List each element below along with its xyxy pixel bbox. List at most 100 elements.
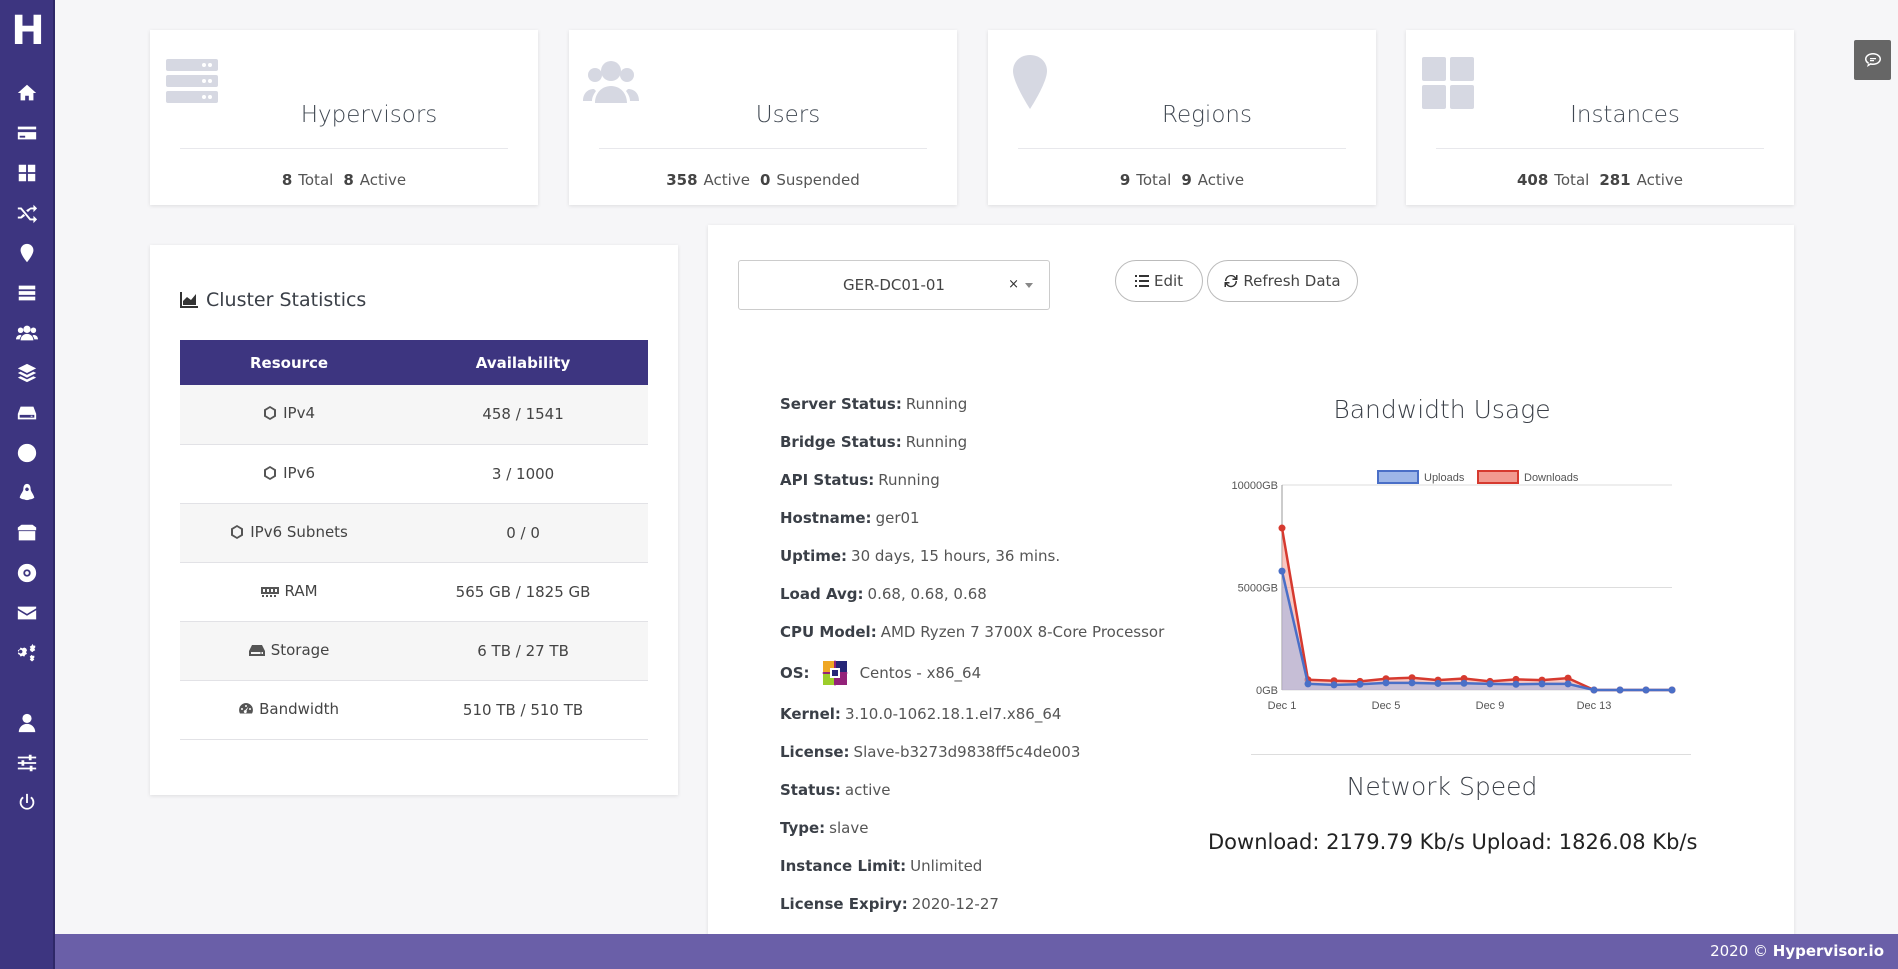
home-icon (17, 84, 36, 101)
shuffle-icon (17, 204, 37, 224)
refresh-label: Refresh Data (1243, 272, 1341, 290)
edit-label: Edit (1153, 272, 1184, 290)
chevron-down-icon[interactable] (1025, 283, 1033, 288)
data-point (1538, 680, 1546, 688)
data-point (1564, 680, 1572, 688)
nav-logout[interactable] (0, 786, 53, 820)
nav-users[interactable] (0, 316, 53, 350)
refresh-icon (1224, 274, 1238, 288)
nav-globe[interactable] (0, 436, 53, 470)
chat-icon (1864, 53, 1881, 67)
info-row: CPU Model: AMD Ryzen 7 3700X 8-Core Proce… (780, 623, 1165, 641)
server-info-list: Server Status: Running Bridge Status: Runn… (780, 385, 1180, 923)
resource-name: IPv6 Subnets (250, 522, 348, 541)
cluster-table: Resource Availability IPv4 458 / 1541 IP… (180, 340, 648, 740)
card-stats: 358 Active 0 Suspended (666, 171, 860, 189)
card-stats: 408 Total 281 Active (1516, 171, 1684, 189)
cluster-title: Cluster Statistics (206, 289, 367, 311)
nav-storage[interactable] (0, 396, 53, 430)
dashboard-icon (18, 164, 35, 182)
users-icon (15, 325, 38, 341)
legend-label: Uploads (1424, 472, 1465, 484)
info-row: OS: Centos - x86_64 (780, 651, 1180, 695)
globe-icon (17, 443, 36, 463)
divider (1018, 148, 1346, 149)
resource-name: Storage (270, 640, 330, 659)
power-icon (19, 793, 34, 810)
info-row: Hostname: ger01 (780, 509, 920, 527)
nav-disc[interactable] (0, 556, 53, 590)
series-area (1282, 528, 1672, 690)
nav-location[interactable] (0, 236, 53, 270)
data-point (1486, 680, 1494, 688)
resource-value: 458 / 1541 (398, 385, 648, 445)
info-row: Bridge Status: Running (780, 433, 968, 451)
user-icon (18, 713, 35, 733)
hypervisors-card[interactable]: Hypervisors 8 Total 8 Active (150, 30, 538, 205)
sidebar: H (0, 0, 55, 969)
info-row: License: Slave-b3273d9838ff5c4de003 (780, 743, 1081, 761)
users-icon (583, 55, 639, 111)
legend-label: Downloads (1524, 472, 1579, 484)
card-title: Regions (1162, 102, 1252, 128)
chat-button[interactable] (1854, 40, 1891, 80)
data-point (1590, 686, 1598, 694)
area-chart-icon (180, 292, 198, 308)
instances-card[interactable]: Instances 408 Total 281 Active (1406, 30, 1794, 205)
series-line (1280, 527, 1672, 692)
hypervisor-select[interactable]: GER-DC01-01 × (738, 260, 1050, 310)
edit-button[interactable]: Edit (1115, 260, 1203, 302)
nav-box[interactable] (0, 516, 53, 550)
card-stats: 9 Total 9 Active (1119, 171, 1245, 189)
data-point (1278, 524, 1286, 532)
data-point (1304, 680, 1312, 688)
regions-card[interactable]: Regions 9 Total 9 Active (988, 30, 1376, 205)
bandwidth-chart-title: Bandwidth Usage (1333, 395, 1551, 424)
cluster-statistics-card: Cluster Statistics Resource Availability… (150, 245, 678, 795)
resource-value: 510 TB / 510 TB (398, 680, 648, 740)
data-point (1382, 679, 1390, 687)
table-row: IPv6 Subnets 0 / 0 (180, 503, 648, 563)
nav-home[interactable] (0, 76, 53, 110)
cluster-heading: Cluster Statistics (180, 289, 366, 311)
mail-icon (17, 606, 36, 620)
servers-icon (164, 55, 220, 111)
cogs-icon (17, 643, 35, 662)
logo[interactable]: H (11, 8, 45, 54)
clear-selection-icon[interactable]: × (1008, 277, 1019, 292)
users-card[interactable]: Users 358 Active 0 Suspended (569, 30, 957, 205)
refresh-data-button[interactable]: Refresh Data (1207, 260, 1358, 302)
data-point (1460, 679, 1468, 687)
x-tick-label: Dec 13 (1577, 700, 1612, 712)
info-row: Uptime: 30 days, 15 hours, 36 mins. (780, 547, 1061, 565)
resource-value: 6 TB / 27 TB (398, 621, 648, 681)
info-row: License Expiry: 2020-12-27 (780, 895, 999, 913)
info-row: API Status: Running (780, 471, 940, 489)
y-tick-label: 5000GB (1238, 583, 1278, 595)
y-tick-label: 10000GB (1232, 480, 1278, 492)
location-icon (1002, 55, 1058, 111)
resource-value: 565 GB / 1825 GB (398, 562, 648, 622)
nav-shuffle[interactable] (0, 196, 53, 230)
nav-cogs[interactable] (0, 636, 53, 670)
nav-billing[interactable] (0, 116, 53, 150)
nav-mail[interactable] (0, 596, 53, 630)
card-stats: 8 Total 8 Active (281, 171, 407, 189)
table-row: IPv6 3 / 1000 (180, 444, 648, 504)
table-row: Bandwidth 510 TB / 510 TB (180, 680, 648, 740)
resource-name: IPv6 (283, 463, 315, 482)
nav-servers[interactable] (0, 276, 53, 310)
info-row: Kernel: 3.10.0-1062.18.1.el7.x86_64 (780, 705, 1062, 723)
nav-user[interactable] (0, 706, 53, 740)
nav-sliders[interactable] (0, 746, 53, 780)
nav-dashboard[interactable] (0, 156, 53, 190)
brand-link[interactable]: Hypervisor.io (1772, 942, 1884, 960)
column-header: Resource (180, 340, 399, 385)
nav-layers[interactable] (0, 356, 53, 390)
network-icon (264, 406, 277, 421)
network-speed-title: Network Speed (1346, 772, 1538, 801)
divider (599, 148, 927, 149)
bandwidth-usage-chart: 0GB 5000GB 10000GB Dec 1 Dec 5 Dec 9 Dec 13 Upl… (1232, 470, 1676, 712)
y-tick-label: 0GB (1256, 685, 1278, 697)
nav-linux[interactable] (0, 476, 53, 510)
